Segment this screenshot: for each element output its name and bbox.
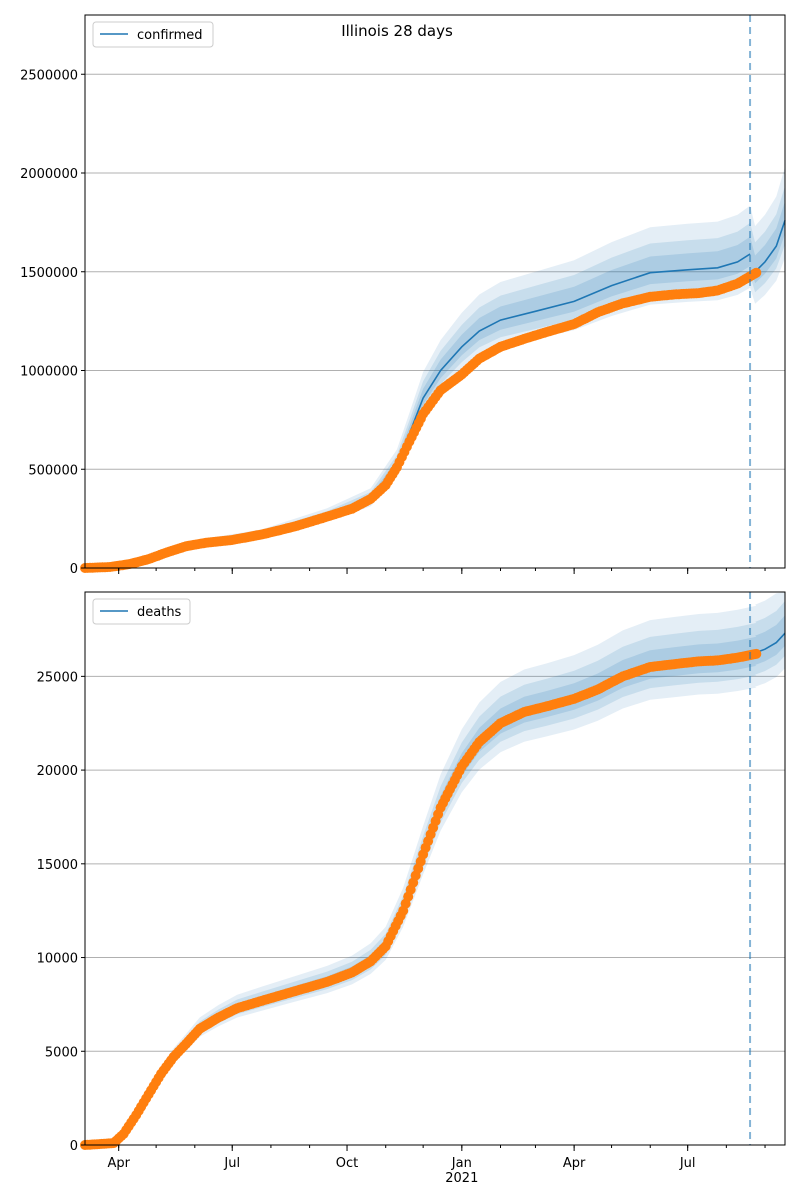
x-tick-label: Jan [451,1156,472,1171]
observed-point [751,267,762,278]
legend: deaths [92,598,191,625]
y-tick-label: 0 [70,562,78,577]
uncertainty-band [85,166,785,568]
legend-label: deaths [137,605,182,620]
y-tick-label: 2500000 [20,68,78,83]
axes-frame [84,591,786,1146]
x-tick-label: Apr [107,1156,130,1171]
y-tick-label: 1500000 [20,266,78,281]
uncertainty-band [85,615,785,1145]
y-tick-label: 500000 [28,463,78,478]
y-tick-label: 2000000 [20,167,78,182]
axes-frame [84,14,786,569]
x-tick-label: Jul [223,1156,240,1171]
x-tick-label: Jul [679,1156,696,1171]
deaths-panel: 0 5000 10000 15000 20000 25000 Apr Jul Oct Jan202… [37,591,786,1186]
y-tick-label: 5000 [45,1045,78,1060]
forecast-line [754,220,786,273]
chart-title: Illinois 28 days [341,22,453,40]
observed-point [751,648,762,659]
y-tick-label: 15000 [37,858,78,873]
uncertainty-band [85,601,785,1145]
uncertainty-band [85,592,785,1145]
x-tick-label: Oct [336,1156,358,1171]
legend-box [92,21,214,48]
x-tick-label: Apr [563,1156,586,1171]
y-tick-label: 20000 [37,764,78,779]
legend-label: confirmed [137,28,203,43]
uncertainty-band [85,201,785,569]
y-tick-label: 10000 [37,952,78,967]
uncertainty-band [85,186,785,568]
y-tick-label: 1000000 [20,365,78,380]
confirmed-panel: 0 500000 1000000 1500000 2000000 2500000 confi… [20,14,786,577]
legend-box [92,598,191,625]
x-tick-label: 2021 [445,1171,478,1186]
y-tick-label: 25000 [37,670,78,685]
legend: confirmed [92,21,214,48]
y-tick-label: 0 [70,1139,78,1154]
